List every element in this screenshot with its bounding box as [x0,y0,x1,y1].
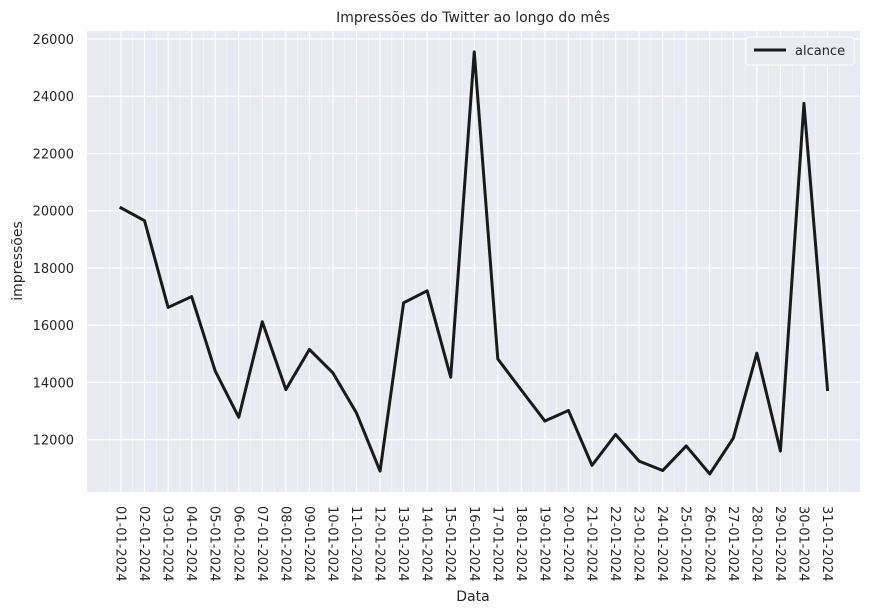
y-tick-label: 16000 [33,319,74,334]
x-tick-label: 31-01-2024 [819,506,834,582]
y-tick-label: 24000 [33,90,74,105]
x-axis-ticks: 01-01-2024 02-01-2024 03-01-2024 04-01-2024… [113,506,835,582]
x-tick-label: 05-01-2024 [207,506,222,582]
plot-area [87,31,860,492]
x-tick-label: 09-01-2024 [301,506,316,582]
y-tick-label: 22000 [33,147,74,162]
x-tick-label: 08-01-2024 [277,506,292,582]
x-tick-label: 30-01-2024 [795,506,810,582]
x-tick-label: 15-01-2024 [442,506,457,582]
x-tick-label: 11-01-2024 [348,506,363,582]
x-tick-label: 03-01-2024 [160,506,175,582]
y-tick-label: 26000 [33,33,74,48]
x-tick-label: 26-01-2024 [701,506,716,582]
x-tick-label: 06-01-2024 [230,506,245,582]
x-tick-label: 04-01-2024 [183,506,198,582]
x-axis-label: Data [456,589,489,605]
x-tick-label: 16-01-2024 [466,506,481,582]
legend-label-alcance: alcance [795,44,845,59]
y-axis-ticks: 12000 14000 16000 18000 20000 22000 24000 26000 [33,33,74,449]
x-tick-label: 12-01-2024 [372,506,387,582]
x-tick-label: 20-01-2024 [560,506,575,582]
chart-title: Impressões do Twitter ao longo do mês [336,10,610,26]
x-tick-label: 27-01-2024 [725,506,740,582]
y-axis-label: impressões [10,221,26,301]
x-tick-label: 18-01-2024 [513,506,528,582]
x-tick-label: 07-01-2024 [254,506,269,582]
y-tick-label: 20000 [33,205,74,220]
x-tick-label: 25-01-2024 [678,506,693,582]
x-tick-label: 21-01-2024 [584,506,599,582]
series-line-alcance [118,50,830,476]
legend: alcance [745,36,855,66]
x-tick-label: 17-01-2024 [489,506,504,582]
x-tick-label: 23-01-2024 [631,506,646,582]
x-tick-label: 24-01-2024 [654,506,669,582]
x-tick-label: 19-01-2024 [536,506,551,582]
x-tick-label: 02-01-2024 [136,506,151,582]
y-tick-label: 14000 [33,376,74,391]
y-tick-label: 18000 [33,262,74,277]
y-tick-label: 12000 [33,434,74,449]
x-tick-label: 22-01-2024 [607,506,622,582]
x-tick-label: 01-01-2024 [113,506,128,582]
legend-box [745,36,855,66]
x-tick-label: 10-01-2024 [324,506,339,582]
x-tick-label: 14-01-2024 [419,506,434,582]
x-tick-label: 28-01-2024 [748,506,763,582]
x-tick-label: 29-01-2024 [772,506,787,582]
x-tick-label: 13-01-2024 [395,506,410,582]
series-layer [118,50,830,476]
